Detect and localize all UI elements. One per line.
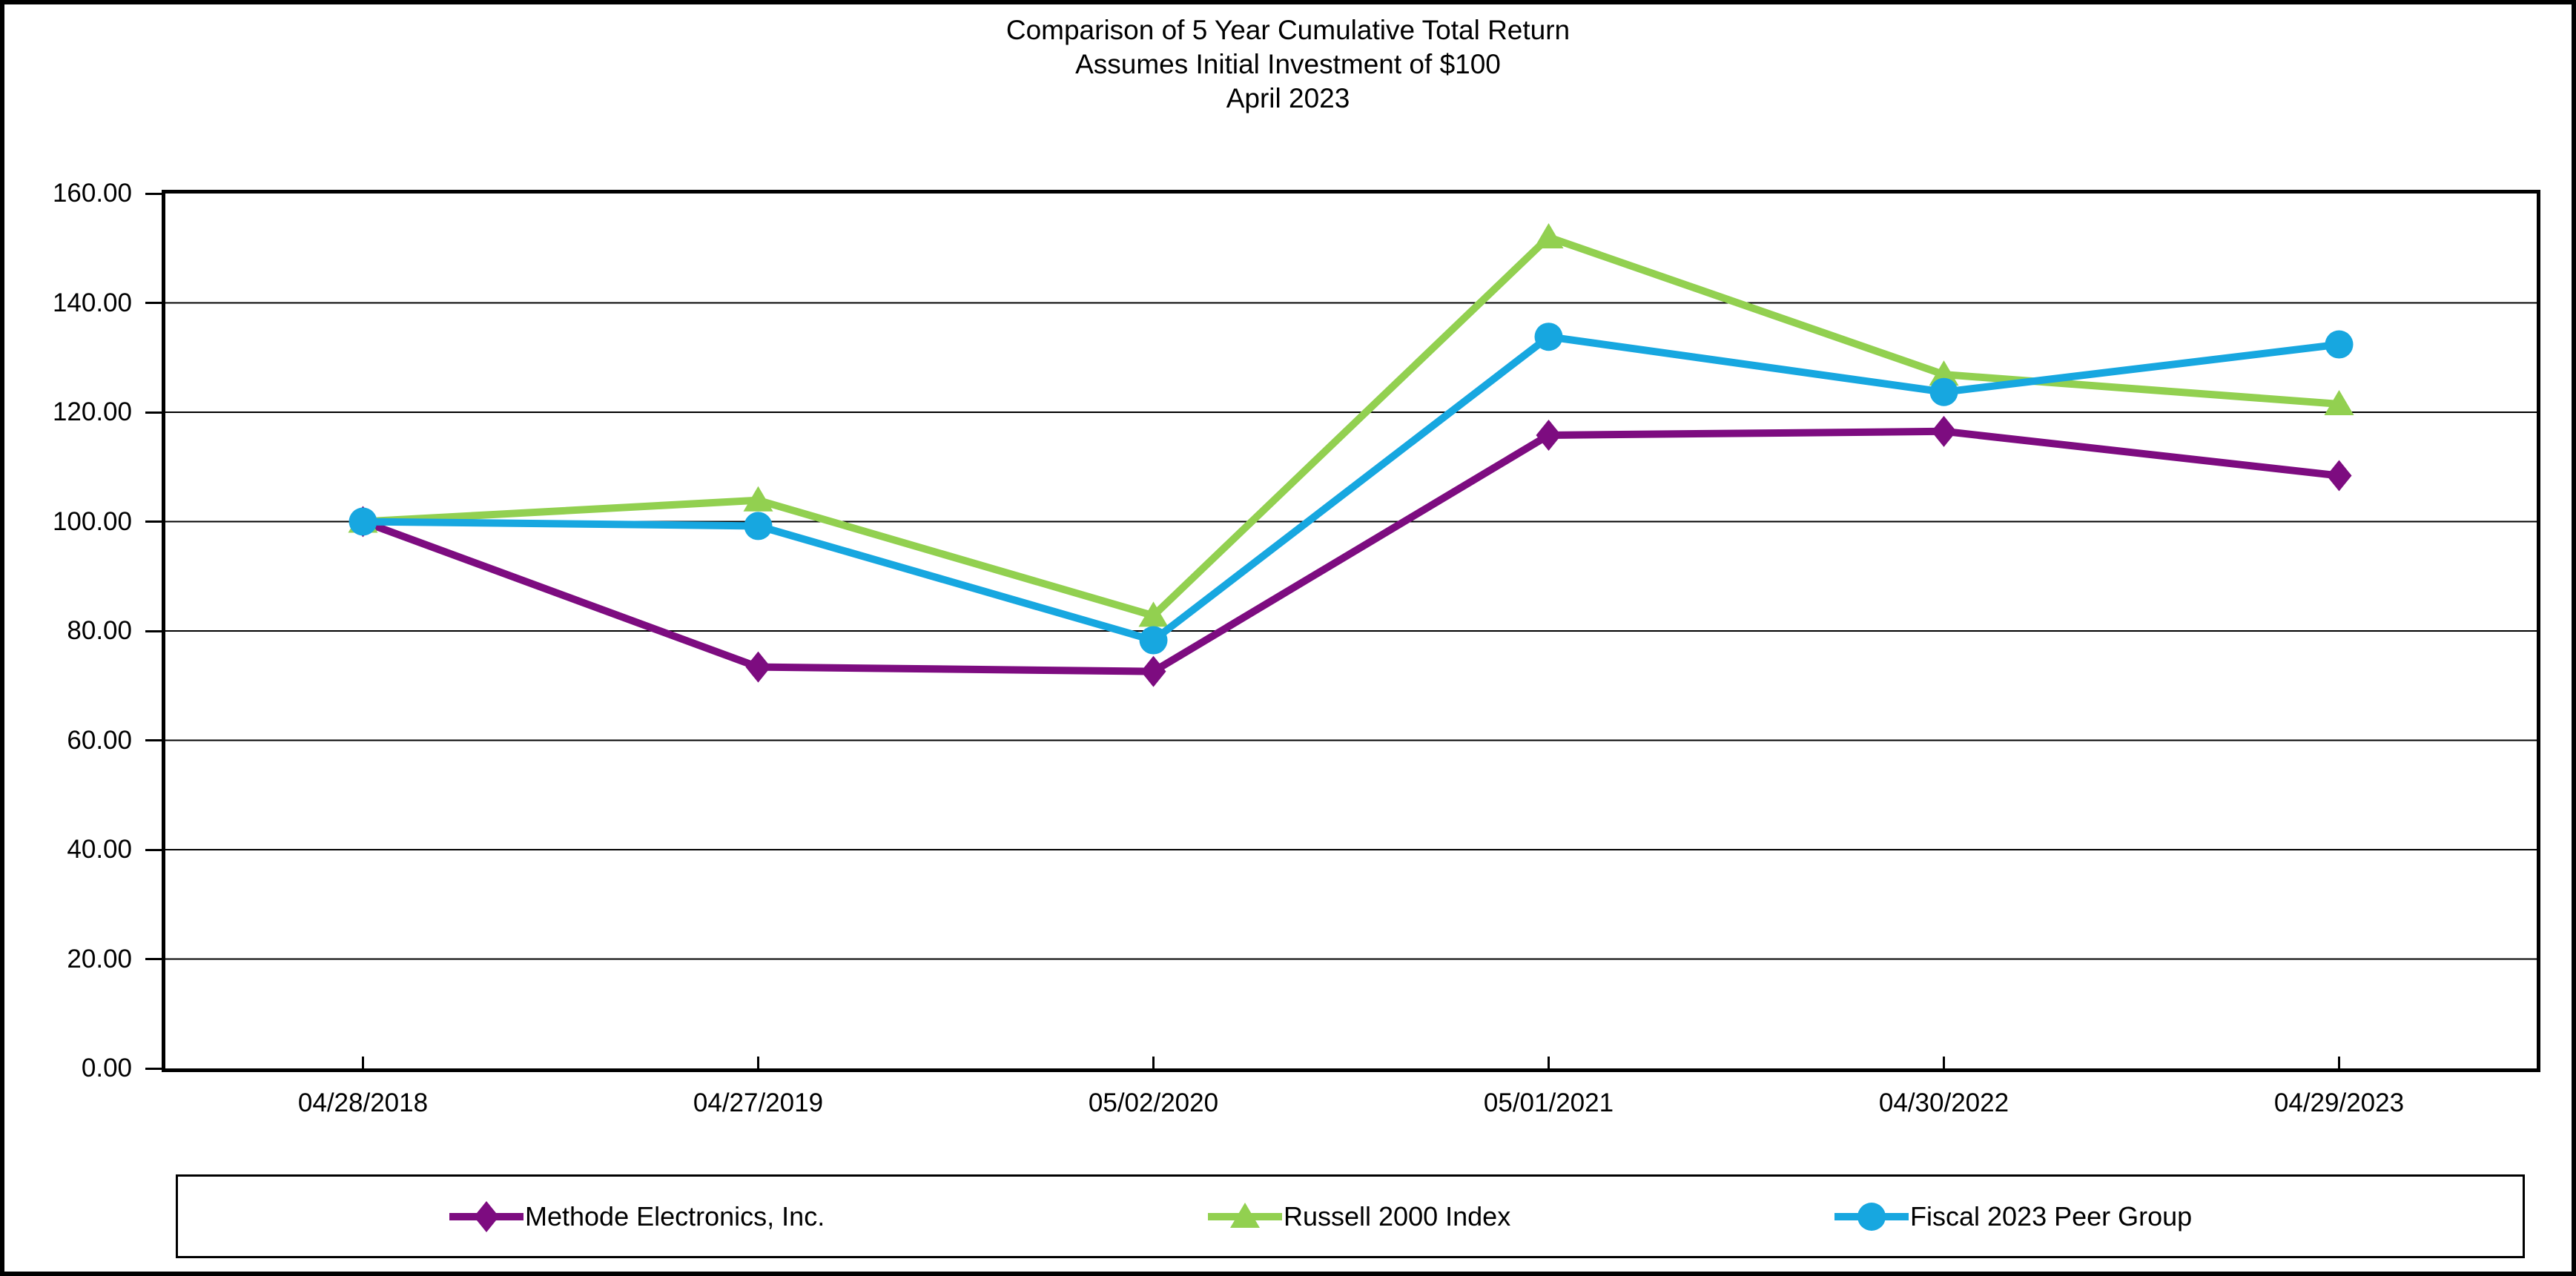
series-line-circle [363,332,2340,645]
y-axis-label: 100.00 [52,506,132,536]
y-axis-tick [145,411,162,414]
series-marker-circle [349,507,377,536]
series-marker-triangle [1138,601,1169,627]
series-marker-diamond [1536,419,1562,451]
legend-label: Methode Electronics, Inc. [525,1200,825,1232]
x-axis-label: 04/28/2018 [297,1088,429,1117]
y-axis-tick [145,192,162,195]
legend-item: Methode Electronics, Inc. [449,1200,825,1233]
x-axis-label: 04/29/2023 [2273,1088,2405,1117]
series-marker-circle [1929,377,1958,406]
chart-title: Comparison of 5 Year Cumulative Total Re… [4,13,2572,116]
legend-item: Russell 2000 Index [1208,1200,1510,1233]
y-axis-tick [145,958,162,960]
legend-label: Fiscal 2023 Peer Group [1910,1200,2193,1232]
series-marker-triangle [2324,389,2354,415]
series-marker-diamond [2326,460,2352,492]
series-marker-triangle [743,486,773,512]
diamond-legend-marker [449,1200,524,1232]
x-axis-label: 05/01/2021 [1483,1088,1614,1117]
series-marker-circle [1534,323,1563,351]
y-axis-tick [145,739,162,741]
legend-item: Fiscal 2023 Peer Group [1834,1200,2192,1233]
legend-marker-shape [474,1200,499,1232]
chart-title-line-2: Assumes Initial Investment of $100 [1075,49,1501,79]
series-line-triangle [363,233,2339,620]
y-axis-tick [145,1067,162,1070]
circle-legend-marker [1834,1202,1909,1231]
y-axis-label: 60.00 [67,725,132,755]
series-marker-triangle [1533,223,1564,248]
series-marker-circle [744,512,773,541]
triangle-legend-marker [1208,1202,1282,1228]
legend-label: Russell 2000 Index [1284,1200,1511,1232]
plot-area [162,190,2540,1072]
chart-title-line-3: April 2023 [1226,83,1350,113]
x-axis-label: 04/30/2022 [1878,1088,2009,1117]
legend-marker-shape [1230,1202,1260,1228]
y-axis-tick [145,629,162,632]
series-marker-triangle [1929,360,1959,386]
y-axis-tick [145,848,162,851]
legend: Methode Electronics, Inc. Russell 2000 In… [176,1174,2525,1258]
x-axis-label: 05/02/2020 [1088,1088,1219,1117]
y-axis-label: 40.00 [67,835,132,864]
y-axis-label: 20.00 [67,944,132,973]
series-line-diamond [361,427,2340,675]
series-canvas [165,223,2537,1068]
series-marker-diamond [745,651,771,683]
series-marker-diamond [1931,415,1957,447]
y-axis-label: 160.00 [52,179,132,208]
series-marker-circle [1139,626,1168,655]
legend-marker-shape [1857,1202,1886,1231]
series-marker-circle [2325,330,2354,359]
chart-title-line-1: Comparison of 5 Year Cumulative Total Re… [1005,15,1571,45]
x-axis-label: 04/27/2019 [693,1088,824,1117]
y-axis-tick [145,302,162,304]
y-axis-label: 0.00 [81,1054,132,1082]
y-axis-label: 80.00 [67,616,132,645]
series-marker-diamond [1140,655,1166,687]
y-axis-label: 140.00 [52,288,132,317]
y-axis-label: 120.00 [52,397,132,426]
y-axis-tick [145,520,162,523]
